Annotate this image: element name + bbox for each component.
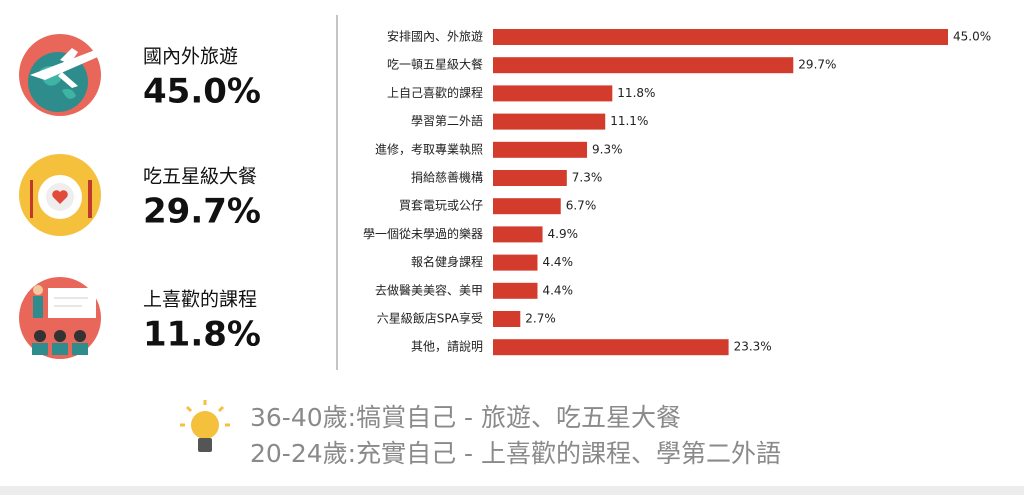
note: 20-24歲:充實自己 - 上喜歡的課程、學第二外語 <box>250 439 781 468</box>
highlight-label: 國內外旅遊 <box>143 46 238 68</box>
dining-icon <box>19 154 101 236</box>
bottom-strip <box>0 486 1024 495</box>
value-label: 11.1% <box>610 114 648 128</box>
value-label: 4.9% <box>548 227 579 241</box>
category-label: 其他，請說明 <box>411 339 483 354</box>
bar <box>493 170 567 186</box>
lightbulb-icon <box>180 400 230 452</box>
category-label: 捐給慈善機構 <box>411 170 483 185</box>
value-label: 11.8% <box>617 86 655 100</box>
value-label: 4.4% <box>542 255 573 269</box>
bar <box>493 311 521 327</box>
bar <box>493 254 538 271</box>
category-label: 安排國內、外旅遊 <box>387 29 483 44</box>
bar <box>493 113 606 130</box>
bar <box>493 282 538 299</box>
highlight-value: 29.7% <box>143 192 261 232</box>
highlight-value: 11.8% <box>143 315 261 355</box>
bar <box>493 29 948 45</box>
bar <box>493 141 588 158</box>
value-label: 29.7% <box>798 58 836 72</box>
category-label: 報名健身課程 <box>411 254 483 269</box>
category-label: 買套電玩或公仔 <box>399 199 483 213</box>
value-label: 23.3% <box>734 340 772 354</box>
value-label: 45.0% <box>953 30 991 44</box>
highlight-label: 吃五星級大餐 <box>143 166 257 188</box>
category-label: 六星級飯店SPA享受 <box>377 311 483 326</box>
value-label: 9.3% <box>592 142 623 156</box>
bar <box>493 57 794 74</box>
value-label: 6.7% <box>566 199 597 213</box>
category-label: 上自己喜歡的課程 <box>387 85 483 100</box>
bar <box>493 198 561 215</box>
bar <box>493 85 613 102</box>
bar <box>493 226 543 243</box>
highlight-label: 上喜歡的課程 <box>143 289 257 311</box>
travel-icon <box>19 34 101 116</box>
value-label: 2.7% <box>525 312 556 326</box>
value-label: 4.4% <box>542 283 573 297</box>
category-label: 學習第二外語 <box>411 113 483 128</box>
classroom-icon <box>19 277 101 359</box>
category-label: 去做醫美美容、美甲 <box>375 282 483 297</box>
bar <box>493 339 729 356</box>
note: 36-40歲:犒賞自己 - 旅遊、吃五星大餐 <box>250 403 681 432</box>
category-label: 學一個從未學過的樂器 <box>363 226 483 241</box>
value-label: 7.3% <box>572 171 603 185</box>
category-label: 吃一頓五星級大餐 <box>387 57 483 72</box>
highlight-value: 45.0% <box>143 72 261 112</box>
category-label: 進修，考取專業執照 <box>375 141 483 156</box>
